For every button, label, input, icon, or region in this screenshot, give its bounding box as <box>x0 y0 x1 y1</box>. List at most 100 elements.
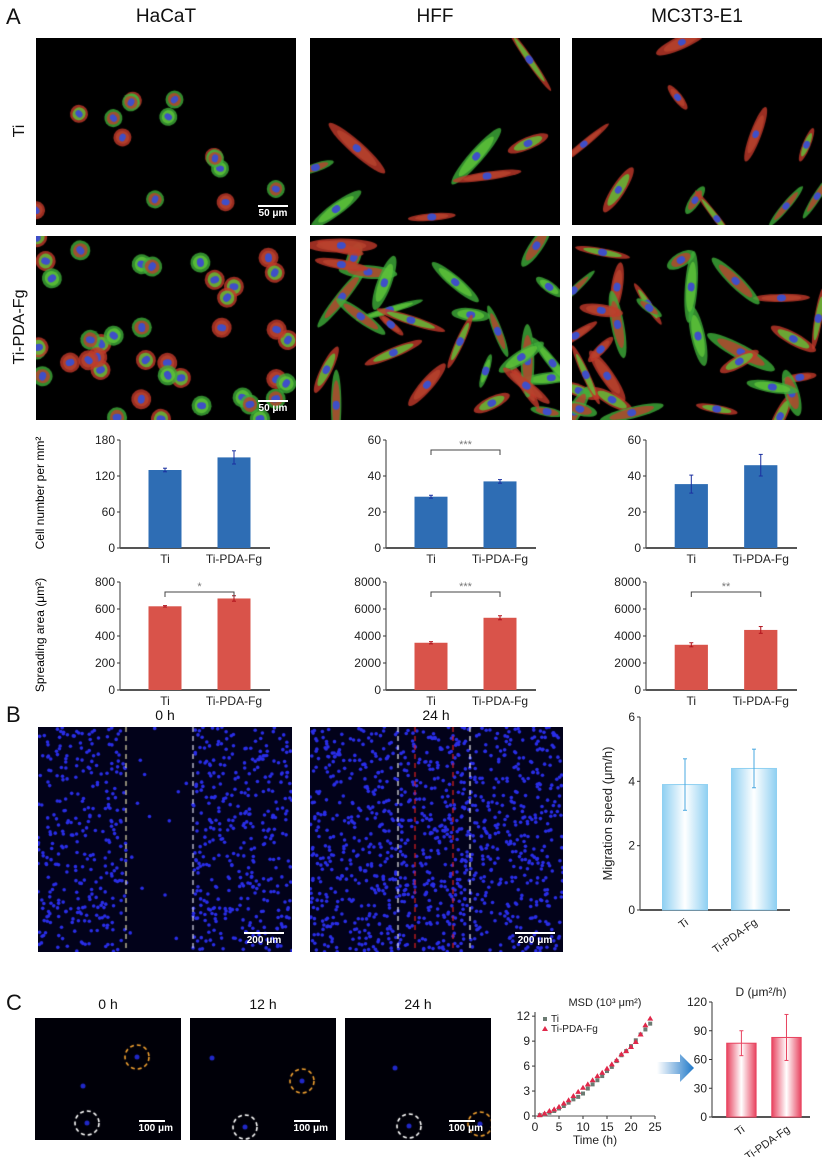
significance-bracket <box>164 591 235 597</box>
data-point-ti-pda-fg <box>594 1073 601 1079</box>
data-point-ti-pda-fg <box>628 1043 634 1049</box>
data-point-ti-pda-fg <box>604 1065 610 1071</box>
y-tick-label: 800 <box>95 575 115 589</box>
y-tick-label: 2000 <box>354 656 381 670</box>
data-point-ti-pda-fg <box>556 1103 562 1109</box>
tracking-image-12h: 100 μm <box>190 1018 336 1140</box>
x-tick-label: 15 <box>600 1120 614 1134</box>
y-tick-label: 200 <box>95 656 115 670</box>
x-tick-label: Ti <box>677 917 691 932</box>
y-tick-label: 0 <box>108 683 115 697</box>
bar-ti-pda-fg <box>744 465 778 548</box>
x-tick-label: Ti-PDA-Fg <box>733 694 789 708</box>
bar-ti <box>414 496 448 548</box>
data-point-ti-pda-fg <box>637 1031 644 1037</box>
micrograph-hff-ti <box>310 38 560 225</box>
y-tick-label: 2 <box>628 839 635 853</box>
data-point-ti-pda-fg <box>647 1015 654 1021</box>
y-tick-label: 6000 <box>614 602 641 616</box>
tracking-image-24h: 100 μm <box>345 1018 491 1140</box>
y-tick-label: 8000 <box>354 575 381 589</box>
data-point-ti <box>590 1082 595 1087</box>
legend-marker <box>542 1026 548 1031</box>
y-tick-label: 60 <box>628 433 642 447</box>
chart-a-area-mc3t3: 0 2000 4000 6000 8000 Ti Ti-PDA-Fg ** <box>614 575 797 708</box>
micrograph-mc3t3-ti <box>572 38 822 225</box>
significance-label: *** <box>459 581 473 593</box>
data-point-ti-pda-fg <box>589 1077 596 1083</box>
y-axis-label: Migration speed (μm/h) <box>600 747 615 881</box>
y-tick-label: 20 <box>628 505 642 519</box>
time-label-24h: 24 h <box>422 707 450 723</box>
arrow-right-icon <box>657 1054 694 1082</box>
x-tick-label: Ti <box>687 552 697 566</box>
data-point-ti <box>561 1104 566 1109</box>
time-label-c-24h: 24 h <box>404 996 432 1012</box>
scale-bar: 100 μm <box>448 1120 483 1134</box>
data-point-ti-pda-fg <box>608 1061 615 1067</box>
column-header-mc3t3: MC3T3-E1 <box>651 6 743 27</box>
scale-bar-label: 100 μm <box>448 1123 483 1134</box>
y-tick-label: 12 <box>517 1009 531 1023</box>
y-tick-label: 6000 <box>354 602 381 616</box>
data-point-ti <box>585 1086 590 1091</box>
y-tick-label: 30 <box>694 1081 708 1095</box>
y-tick-label: 600 <box>95 602 115 616</box>
significance-bracket <box>690 591 762 597</box>
time-label-c-0h: 0 h <box>98 996 118 1012</box>
x-tick-label: Ti-PDA-Fg <box>472 694 528 708</box>
x-tick-label: Ti <box>733 1124 747 1139</box>
data-point-ti <box>643 1027 648 1032</box>
bar-ti <box>674 644 708 690</box>
data-point-ti-pda-fg <box>565 1097 572 1103</box>
y-tick-label: 180 <box>95 433 115 447</box>
bar-ti <box>414 642 448 690</box>
y-tick-label: 6 <box>628 710 635 724</box>
data-point-ti-pda-fg <box>575 1088 582 1094</box>
y-tick-label: 0 <box>634 541 641 555</box>
x-tick-label: 10 <box>576 1120 590 1134</box>
scale-bar: 100 μm <box>138 1120 173 1134</box>
chart-a-count-mc3t3: 0 20 40 60 Ti Ti-PDA-Fg <box>628 433 797 566</box>
scale-bar-label: 200 μm <box>517 935 553 946</box>
y-tick-label: 8000 <box>614 575 641 589</box>
scratch-image-0h: 200 μm <box>38 727 292 952</box>
micrograph-hff-ti-pda-fg <box>310 236 560 420</box>
data-point-ti-pda-fg <box>541 1110 548 1116</box>
y-tick-label: 4 <box>628 774 635 788</box>
scratch-image-24h: 200 μm <box>310 727 563 952</box>
data-point-ti-pda-fg <box>570 1093 577 1099</box>
x-tick-label: Ti-PDA-Fg <box>711 917 760 956</box>
legend-label: Ti-PDA-Fg <box>551 1024 598 1035</box>
scale-bar-label: 50 μm <box>258 208 288 219</box>
scale-bar: 200 μm <box>515 932 555 946</box>
scale-bar-label: 200 μm <box>246 935 282 946</box>
panel-label-c: C <box>6 990 22 1015</box>
scale-bar: 200 μm <box>244 932 284 946</box>
scale-bar-label: 50 μm <box>258 403 288 414</box>
chart-a-count-hacat: 0 60 120 180 Ti Ti-PDA-Fg <box>95 433 270 566</box>
y-tick-label: 120 <box>95 469 115 483</box>
data-point-ti-pda-fg <box>560 1100 567 1106</box>
x-tick-label: 0 <box>532 1120 539 1134</box>
y-tick-label: 0 <box>523 1109 530 1123</box>
x-tick-label: Ti <box>160 694 170 708</box>
x-tick-label: 25 <box>648 1120 662 1134</box>
significance-label: ** <box>722 581 731 593</box>
x-tick-label: Ti-PDA-Fg <box>733 552 789 566</box>
x-tick-label: Ti <box>160 552 170 566</box>
tracking-image-0h: 100 μm <box>35 1018 181 1140</box>
data-point-ti-pda-fg <box>599 1069 606 1075</box>
data-point-ti-pda-fg <box>546 1108 553 1114</box>
data-point-ti-pda-fg <box>623 1048 630 1054</box>
significance-label: *** <box>459 439 473 451</box>
scale-bar-label: 100 μm <box>138 1123 173 1134</box>
scale-bar-label: 100 μm <box>293 1123 328 1134</box>
y-tick-label: 60 <box>694 1053 708 1067</box>
data-point-ti-pda-fg <box>536 1112 543 1118</box>
bar-ti-pda-fg <box>483 481 517 548</box>
x-axis-label: Time (h) <box>573 1133 617 1147</box>
y-tick-label: 0 <box>628 903 635 917</box>
x-tick-label: Ti-PDA-Fg <box>472 552 528 566</box>
